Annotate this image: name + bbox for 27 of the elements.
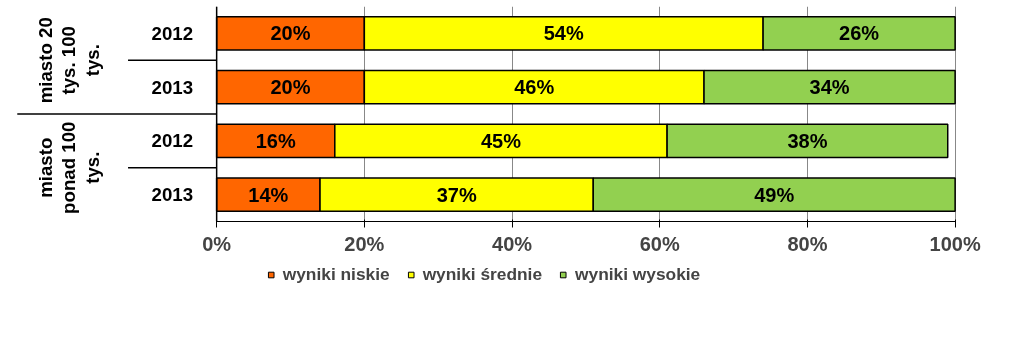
x-tick-label: 80% [787,232,828,255]
x-tick-label: 20% [344,232,385,255]
data-label: 34% [809,76,850,99]
y-tick-label: 2012 [151,22,194,44]
text: miasto 20 tys. 100 tys. [34,17,104,104]
legend-label: wyniki wysokie [575,263,701,285]
data-label: 20% [270,76,311,99]
data-label: 16% [255,129,296,152]
data-label: 49% [754,183,795,206]
data-label: 46% [514,76,555,99]
data-label: 26% [839,22,880,45]
legend-label: wyniki niskie [282,263,390,285]
y-tick-label: 2013 [151,184,194,206]
data-label: 37% [436,183,477,206]
x-tick-label: 60% [639,232,680,255]
data-label: 45% [480,129,522,152]
y-tick-label: 2013 [151,76,194,98]
x-tick-label: 40% [492,232,533,255]
text: miasto ponad 100 tys. [34,121,104,214]
data-label: 38% [787,129,828,152]
x-tick-label: 0% [202,232,232,255]
data-label: 54% [543,22,584,45]
x-tick-label: 100% [929,232,981,255]
data-label: 20% [270,22,311,45]
legend-label: wyniki średnie [422,263,543,285]
y-tick-label: 2012 [151,130,194,152]
data-label: 14% [248,183,289,206]
